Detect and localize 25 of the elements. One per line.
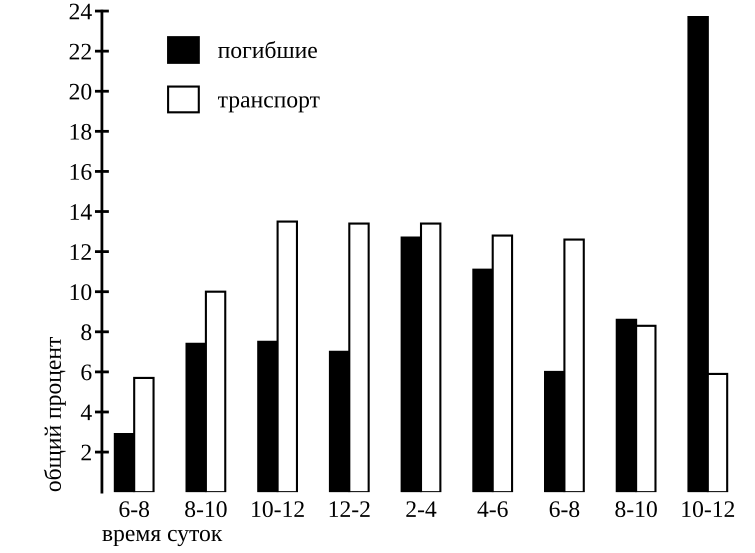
x-axis-title: время суток <box>102 530 222 546</box>
x-tick-label: 4-6 <box>477 501 508 518</box>
y-tick-label: 4 <box>80 404 92 420</box>
x-tick-label: 8-10 <box>185 501 227 518</box>
legend-label: транспорт <box>218 96 320 112</box>
y-tick-label: 8 <box>81 324 92 340</box>
y-tick-label: 10 <box>70 284 92 300</box>
x-tick-label: 10-12 <box>682 501 734 518</box>
y-tick-label: 18 <box>70 124 92 140</box>
x-tick-label: 6-8 <box>550 501 580 518</box>
y-axis-title: общий процент <box>44 337 66 492</box>
y-tick-label: 12 <box>70 244 91 260</box>
y-tick-label: 6 <box>81 364 92 380</box>
y-tick-label: 24 <box>70 4 92 20</box>
y-tick-label: 16 <box>70 164 92 180</box>
y-tick-label: 2 <box>81 444 91 460</box>
x-tick-label: 2-4 <box>406 501 436 517</box>
x-tick-label: 12-2 <box>330 501 370 517</box>
x-tick-label: 8-10 <box>615 501 657 518</box>
y-tick-label: 22 <box>70 44 91 60</box>
x-tick-label: 6-8 <box>119 501 150 518</box>
y-tick-label: 14 <box>70 204 92 220</box>
x-tick-label: 10-12 <box>252 501 304 518</box>
y-tick-label: 20 <box>70 84 92 100</box>
legend-label: погибшие <box>218 41 317 58</box>
